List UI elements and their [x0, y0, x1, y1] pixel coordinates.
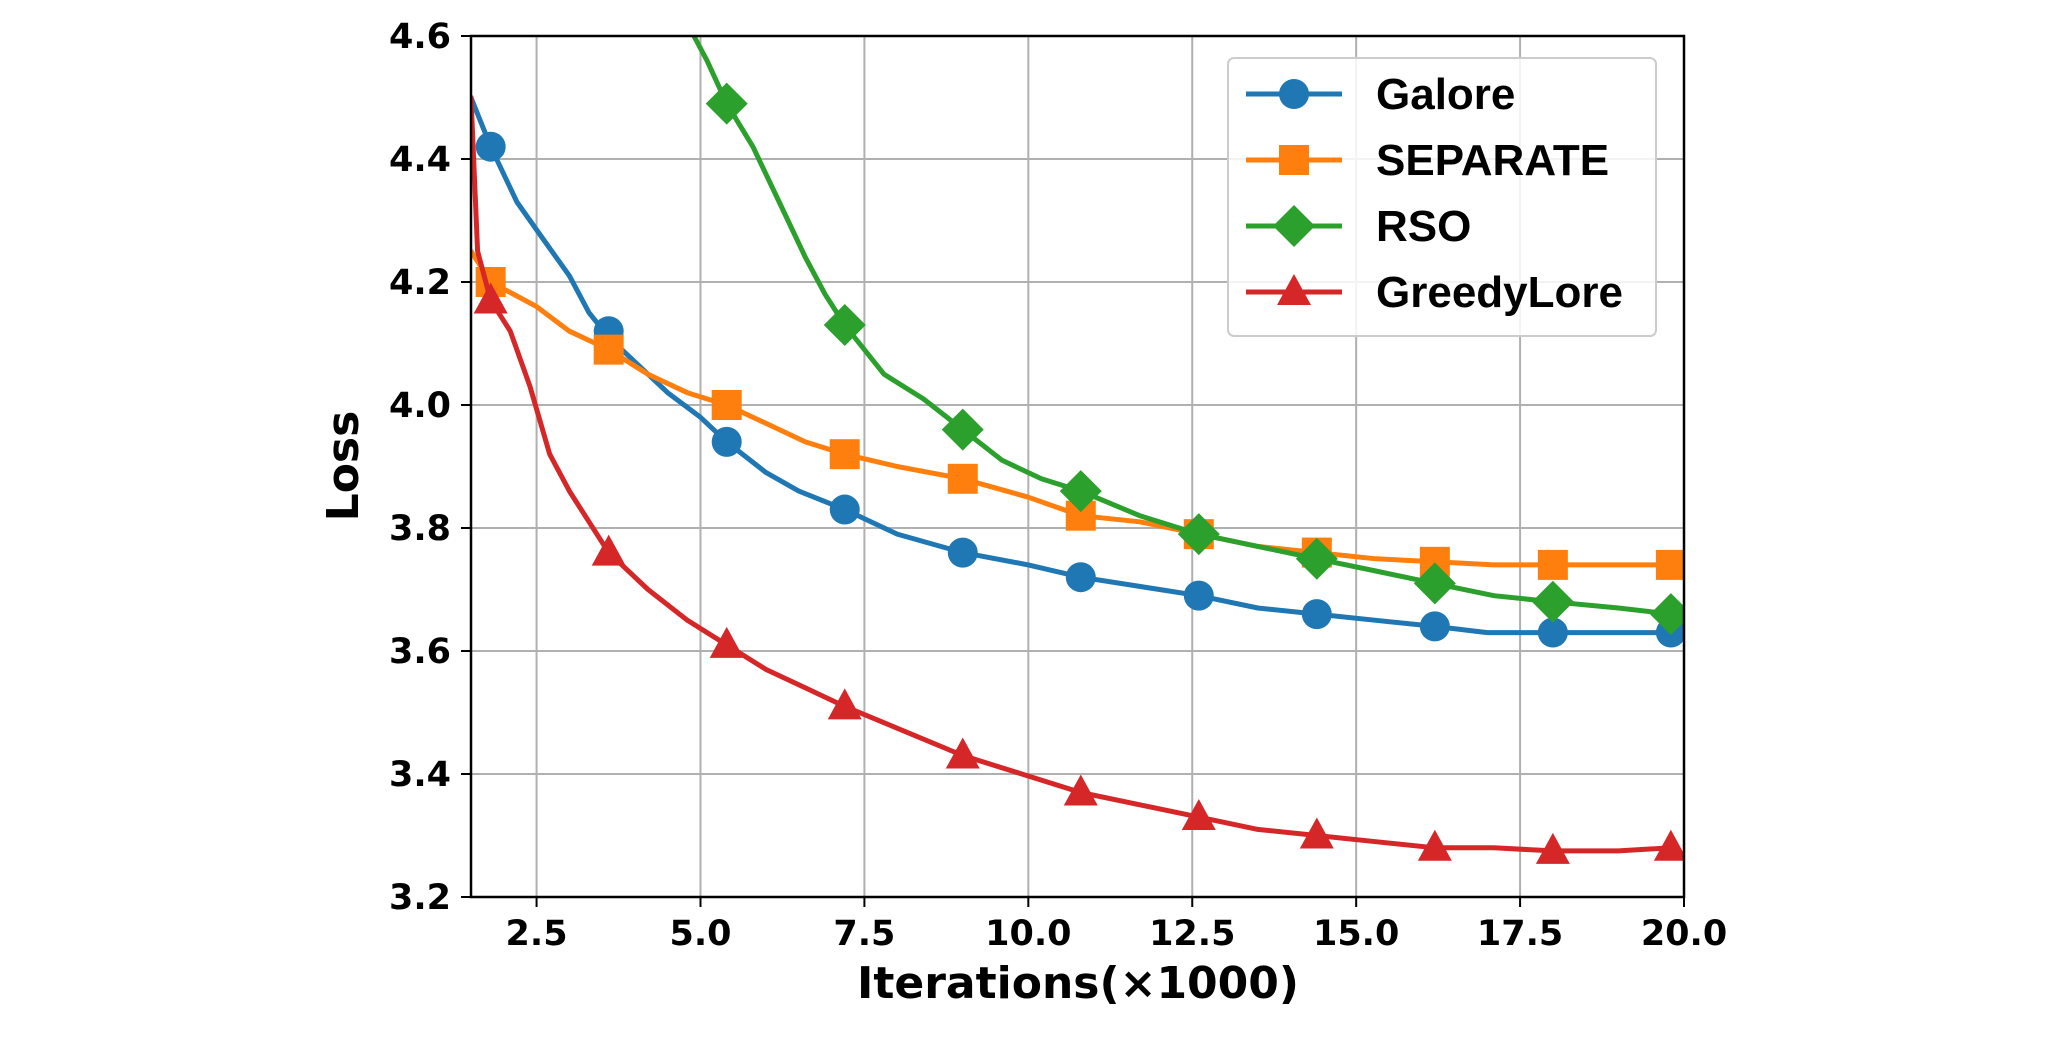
separate-point — [947, 463, 978, 494]
galore-point — [1419, 611, 1450, 642]
series-rso — [691, 36, 1684, 636]
galore-point — [947, 537, 978, 568]
separate-point — [829, 439, 860, 470]
separate-point — [1537, 549, 1568, 580]
x-tick-label: 2.5 — [506, 914, 568, 954]
rso-point — [1059, 470, 1102, 513]
y-tick-label: 3.8 — [389, 509, 451, 549]
legend-entry-rso: RSO — [1246, 202, 1471, 251]
greedylore-point — [473, 282, 508, 314]
x-tick-label: 5.0 — [669, 914, 731, 954]
greedylore-point — [1299, 817, 1334, 849]
legend-label: RSO — [1376, 202, 1471, 251]
legend-marker — [1279, 79, 1309, 109]
legend-entry-galore: Galore — [1246, 70, 1515, 119]
rso-point — [1295, 537, 1338, 580]
greedylore-point — [1653, 829, 1684, 861]
y-tick-label: 3.4 — [389, 755, 451, 795]
x-tick-label: 7.5 — [833, 914, 895, 954]
x-tick-label: 20.0 — [1641, 914, 1727, 954]
plot-frame — [469, 34, 1686, 899]
galore-point — [1537, 617, 1568, 648]
legend-label: SEPARATE — [1376, 136, 1609, 185]
legend-entry-separate: SEPARATE — [1246, 136, 1609, 185]
x-axis-title: Iterations(×1000) — [857, 958, 1299, 1009]
y-tick-label: 3.6 — [389, 632, 451, 672]
separate-point — [1655, 549, 1684, 580]
legend-marker — [1273, 205, 1315, 247]
rso-point — [1177, 513, 1220, 556]
greedylore-point — [1417, 829, 1452, 861]
greedylore-point — [709, 626, 744, 658]
legend-marker — [1277, 274, 1311, 305]
greedylore-point — [827, 688, 862, 720]
galore-point — [475, 131, 506, 162]
galore-point — [829, 494, 860, 525]
separate-point — [593, 334, 624, 365]
y-tick-label: 4.2 — [389, 263, 451, 303]
greedylore-point — [1535, 832, 1570, 864]
legend-box — [1227, 57, 1657, 337]
legend-label: Galore — [1376, 70, 1515, 119]
series-greedylore — [471, 95, 1684, 864]
x-tick-label: 10.0 — [985, 914, 1071, 954]
series-galore — [471, 95, 1684, 648]
legend: Galore SEPARATE RSO GreedyLore — [1227, 57, 1657, 337]
rso-point — [705, 82, 748, 125]
y-tick-label: 4.6 — [389, 17, 451, 57]
y-axis-ticks: 3.2 3.4 3.6 3.8 4.0 4.2 4.4 4.6 — [389, 17, 471, 918]
galore-point — [1065, 562, 1096, 593]
x-axis-ticks: 2.5 5.0 7.5 10.0 12.5 15.0 17.5 20.0 — [506, 897, 1727, 954]
series-layer — [471, 36, 1684, 864]
galore-line — [471, 95, 1674, 636]
galore-point — [1301, 599, 1332, 630]
galore-point — [1183, 580, 1214, 611]
greedylore-point — [945, 737, 980, 769]
legend-entry-greedylore: GreedyLore — [1246, 268, 1623, 317]
rso-point — [823, 304, 866, 347]
y-tick-label: 4.4 — [389, 140, 451, 180]
greedylore-point — [1181, 799, 1216, 831]
separate-point — [711, 390, 742, 420]
rso-point — [1649, 593, 1684, 636]
legend-marker — [1279, 145, 1309, 175]
rso-point — [1413, 562, 1456, 605]
greedylore-point — [1063, 774, 1098, 806]
galore-point — [711, 426, 742, 457]
rso-point — [1531, 580, 1574, 623]
y-tick-label: 4.0 — [389, 386, 451, 426]
x-tick-label: 17.5 — [1477, 914, 1563, 954]
y-tick-label: 3.2 — [389, 878, 451, 918]
x-tick-label: 12.5 — [1149, 914, 1235, 954]
x-tick-label: 15.0 — [1313, 914, 1399, 954]
rso-point — [941, 408, 984, 451]
greedylore-point — [591, 534, 626, 566]
legend-label: GreedyLore — [1376, 268, 1623, 317]
y-axis-title: Loss — [318, 411, 369, 522]
